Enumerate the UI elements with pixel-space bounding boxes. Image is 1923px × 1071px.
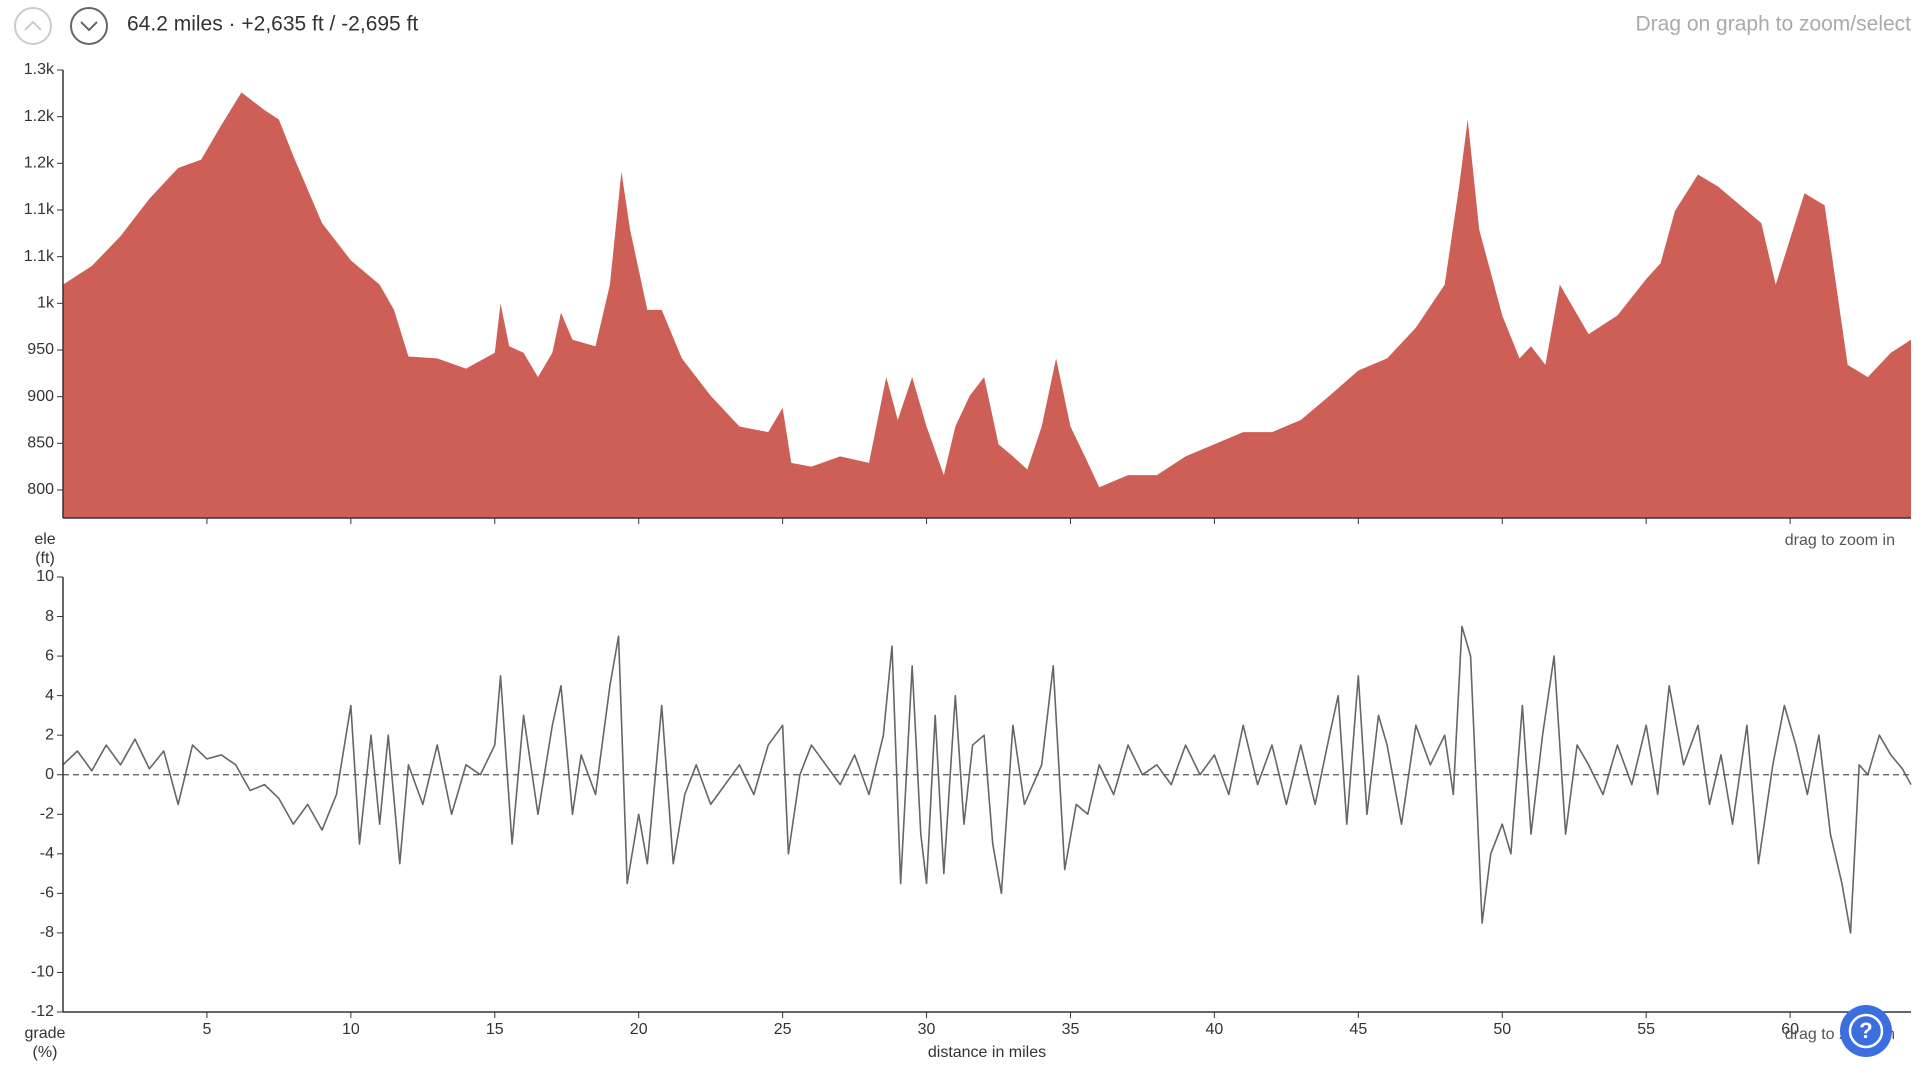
y-tick-label: 2: [45, 726, 54, 743]
help-icon: ?: [1859, 1018, 1872, 1043]
y-tick-label: 900: [27, 388, 54, 405]
x-tick-label: 5: [202, 1021, 211, 1038]
zoom-note: drag to zoom in: [1785, 532, 1895, 549]
x-tick-label: 45: [1349, 1021, 1367, 1038]
route-summary: 64.2 miles · +2,635 ft / -2,695 ft: [127, 13, 418, 36]
help-button[interactable]: [1840, 1005, 1892, 1057]
x-tick-label: 60: [1781, 1021, 1799, 1038]
y-tick-label: -4: [40, 845, 54, 862]
y-tick-label: 1.2k: [24, 155, 55, 172]
y-tick-label: 950: [27, 341, 54, 358]
y-tick-label: -10: [31, 964, 54, 981]
collapse-icon: [24, 20, 42, 31]
x-tick-label: 10: [342, 1021, 360, 1038]
expand-icon: [80, 21, 98, 32]
x-tick-label: 50: [1493, 1021, 1511, 1038]
y-tick-label: 6: [45, 647, 54, 664]
x-tick-label: 15: [486, 1021, 504, 1038]
y-tick-label: 850: [27, 435, 54, 452]
zoom-hint: Drag on graph to zoom/select: [1636, 13, 1912, 36]
y-tick-label: 1.1k: [24, 248, 55, 265]
y-tick-label: -2: [40, 805, 54, 822]
x-tick-label: 30: [918, 1021, 936, 1038]
y-tick-label: 8: [45, 608, 54, 625]
y-axis-label: grade (%): [25, 1025, 66, 1061]
y-tick-label: 4: [45, 687, 54, 704]
x-tick-label: 55: [1637, 1021, 1655, 1038]
grade-line: [62, 625, 1912, 934]
y-axis-label: ele (ft): [34, 531, 55, 567]
y-tick-label: 800: [27, 481, 54, 498]
y-tick-label: -8: [40, 924, 54, 941]
elevation-area: [63, 92, 1911, 519]
x-tick-label: 20: [630, 1021, 648, 1038]
x-axis-label: distance in miles: [928, 1044, 1046, 1061]
y-tick-label: -6: [40, 885, 54, 902]
y-tick-label: -12: [31, 1003, 54, 1020]
x-tick-label: 25: [774, 1021, 792, 1038]
help-ring: [1848, 1013, 1884, 1049]
x-tick-label: 40: [1206, 1021, 1224, 1038]
expand-button[interactable]: [70, 7, 108, 45]
y-tick-label: 10: [36, 568, 54, 585]
collapse-button[interactable]: [14, 7, 52, 45]
y-tick-label: 1.3k: [24, 61, 55, 78]
y-tick-label: 1k: [37, 295, 55, 312]
y-tick-label: 1.1k: [24, 201, 55, 218]
y-tick-label: 0: [45, 766, 54, 783]
x-tick-label: 35: [1062, 1021, 1080, 1038]
y-tick-label: 1.2k: [24, 108, 55, 125]
